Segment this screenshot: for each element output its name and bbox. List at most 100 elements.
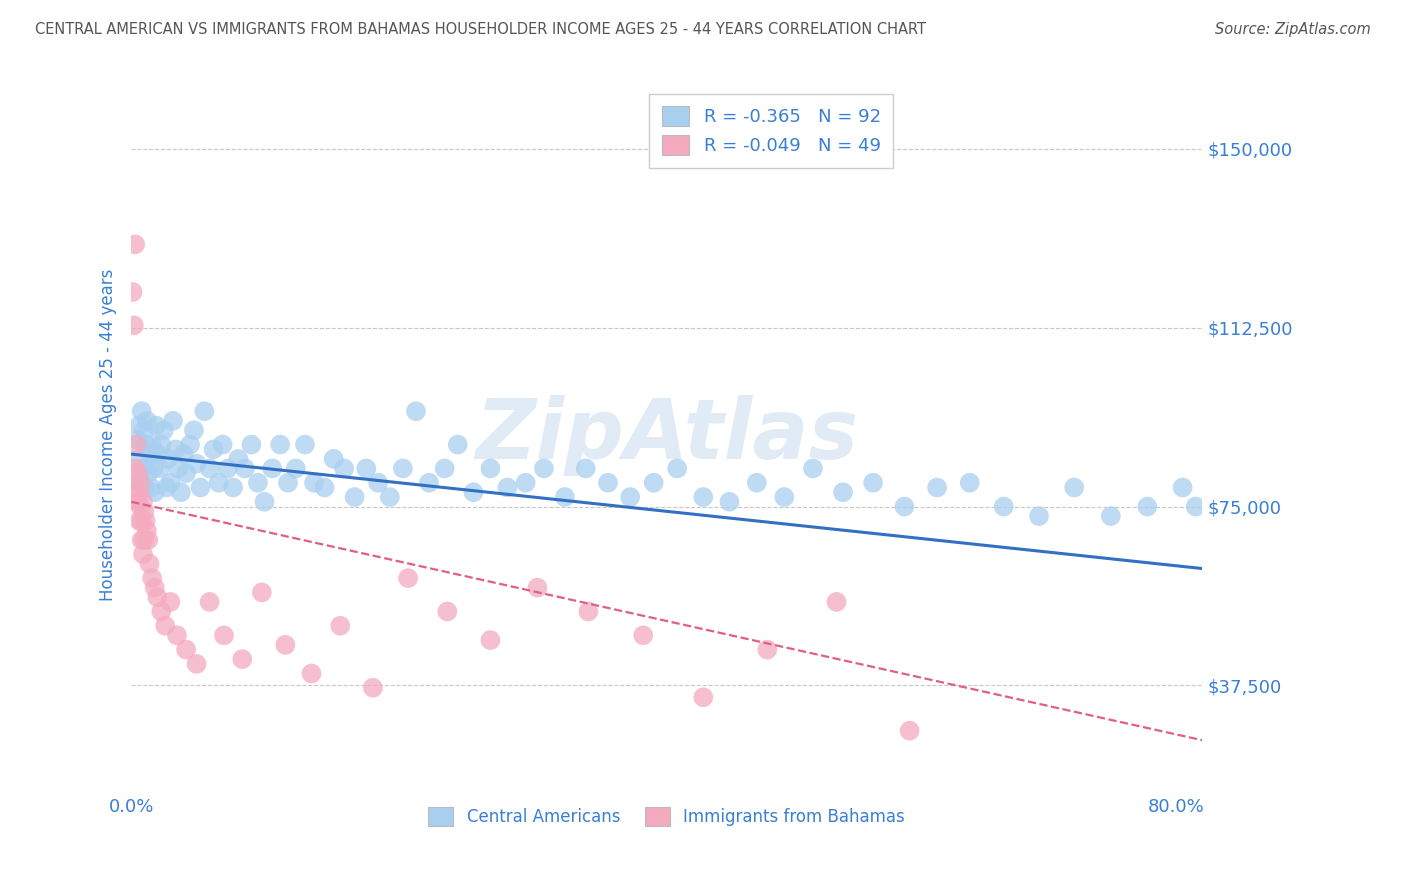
Point [198,461,221,475]
Point [631,628,654,642]
Point [433,461,456,475]
Point [329,619,352,633]
Point [138,447,160,461]
Point [269,437,291,451]
Point [692,490,714,504]
Point [183,423,205,437]
Point [150,605,173,619]
Point [418,475,440,490]
Point [277,475,299,490]
Point [575,461,598,475]
Text: CENTRAL AMERICAN VS IMMIGRANTS FROM BAHAMAS HOUSEHOLDER INCOME AGES 25 - 44 YEAR: CENTRAL AMERICAN VS IMMIGRANTS FROM BAHA… [35,22,927,37]
Point [343,490,366,504]
Point [134,481,156,495]
Point [1184,500,1206,514]
Point [179,437,201,451]
Legend: Central Americans, Immigrants from Bahamas: Central Americans, Immigrants from Baham… [420,799,914,834]
Point [1063,481,1085,495]
Point [333,461,356,475]
Point [127,495,149,509]
Point [496,481,519,495]
Point [576,605,599,619]
Point [186,657,208,671]
Point [666,461,689,475]
Point [1028,509,1050,524]
Point [526,581,548,595]
Point [262,461,284,475]
Point [149,461,172,475]
Point [132,547,155,561]
Point [186,457,208,471]
Point [202,442,225,457]
Y-axis label: Householder Income Ages 25 - 44 years: Householder Income Ages 25 - 44 years [100,268,117,601]
Point [124,461,146,475]
Point [134,504,156,518]
Point [862,475,884,490]
Point [893,500,915,514]
Point [170,485,193,500]
Point [131,533,153,547]
Point [447,437,470,451]
Point [993,500,1015,514]
Point [128,418,150,433]
Point [142,461,165,475]
Point [801,461,824,475]
Point [165,442,187,457]
Point [132,495,155,509]
Point [925,481,948,495]
Point [159,475,181,490]
Point [463,485,485,500]
Point [554,490,576,504]
Point [131,514,153,528]
Point [250,585,273,599]
Point [136,533,159,547]
Point [156,451,179,466]
Point [141,571,163,585]
Point [643,475,665,490]
Point [166,628,188,642]
Point [596,475,619,490]
Point [136,466,159,480]
Point [825,595,848,609]
Point [131,404,153,418]
Point [898,723,921,738]
Point [356,461,378,475]
Point [301,666,323,681]
Point [378,490,401,504]
Point [141,437,163,451]
Point [128,451,150,466]
Point [134,533,156,547]
Point [159,595,181,609]
Point [745,475,768,490]
Point [231,652,253,666]
Point [314,481,336,495]
Point [135,437,157,451]
Text: Source: ZipAtlas.com: Source: ZipAtlas.com [1215,22,1371,37]
Point [1136,500,1159,514]
Point [125,437,148,451]
Point [128,485,150,500]
Point [155,619,177,633]
Point [134,423,156,437]
Point [174,466,197,480]
Point [274,638,297,652]
Point [145,418,167,433]
Point [135,514,157,528]
Point [155,481,177,495]
Point [138,557,160,571]
Point [173,447,195,461]
Point [167,461,190,475]
Point [193,404,215,418]
Point [233,461,256,475]
Point [436,605,458,619]
Point [773,490,796,504]
Point [692,690,714,705]
Point [294,437,316,451]
Point [322,451,344,466]
Point [143,581,166,595]
Point [124,237,146,252]
Point [367,475,389,490]
Point [959,475,981,490]
Point [284,461,307,475]
Point [174,642,197,657]
